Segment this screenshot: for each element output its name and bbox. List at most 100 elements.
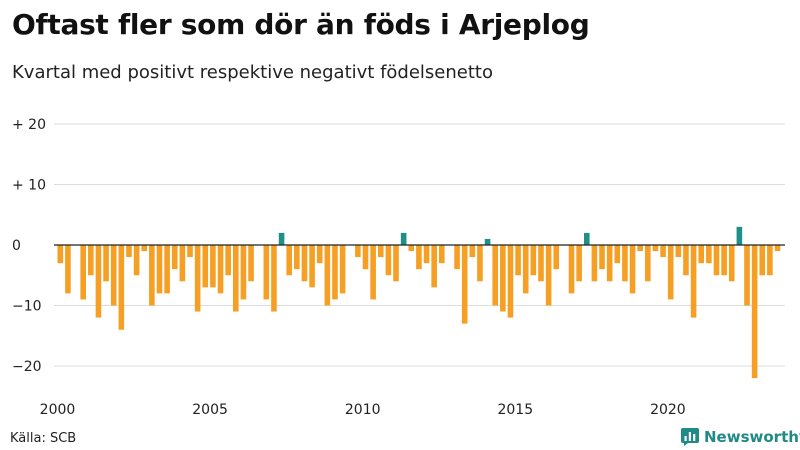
bar-negative xyxy=(629,245,636,294)
bar-negative xyxy=(660,245,666,258)
bar-negative xyxy=(370,245,376,300)
bar-negative xyxy=(393,245,399,282)
bar-negative xyxy=(385,245,392,276)
bars xyxy=(57,226,781,379)
bar-negative xyxy=(324,245,331,306)
bar-negative xyxy=(431,245,437,288)
bar-negative xyxy=(652,245,659,252)
bar-negative xyxy=(606,245,613,282)
bar-negative xyxy=(492,245,499,306)
x-tick-label: 2015 xyxy=(497,402,533,418)
bar-negative xyxy=(423,245,430,264)
bar-negative xyxy=(118,245,125,330)
source-note: Källa: SCB xyxy=(10,431,77,446)
bar-negative xyxy=(309,245,315,288)
bar-negative xyxy=(675,245,682,258)
bar-negative xyxy=(149,245,155,306)
bar-negative xyxy=(301,245,308,282)
y-tick-label: + 20 xyxy=(12,117,46,133)
bar-negative xyxy=(690,245,697,318)
chart-subtitle: Kvartal med positivt respektive negativt… xyxy=(12,62,493,83)
bar-negative xyxy=(202,245,209,288)
bar-negative xyxy=(637,245,643,252)
y-tick-label: −20 xyxy=(12,359,42,375)
y-tick-label: + 10 xyxy=(12,178,46,194)
x-tick-label: 2005 xyxy=(192,402,228,418)
bar-negative xyxy=(171,245,178,270)
bar-negative xyxy=(713,245,720,276)
grid-lines xyxy=(54,123,785,367)
bar-negative xyxy=(141,245,148,252)
bar-negative xyxy=(553,245,560,270)
bar-negative xyxy=(667,245,674,300)
bar-negative xyxy=(232,245,239,312)
bar-positive xyxy=(278,232,285,245)
bar-negative xyxy=(103,245,109,282)
bar-negative xyxy=(507,245,514,318)
bar-negative xyxy=(95,245,102,318)
bar-negative xyxy=(545,245,552,306)
bar-negative xyxy=(217,245,224,294)
bar-negative xyxy=(240,245,247,300)
bar-negative xyxy=(179,245,186,282)
bar-negative xyxy=(454,245,460,270)
bar-negative xyxy=(645,245,651,282)
bar-negative xyxy=(271,245,277,312)
bar-negative xyxy=(110,245,117,306)
bar-negative xyxy=(538,245,544,282)
bar-negative xyxy=(599,245,605,270)
bar-negative xyxy=(416,245,422,270)
bar-negative xyxy=(728,245,735,282)
bar-negative xyxy=(194,245,201,312)
bar-negative xyxy=(591,245,598,282)
bar-negative xyxy=(774,245,781,252)
bar-negative xyxy=(80,245,86,300)
bar-negative xyxy=(164,245,170,294)
bar-negative xyxy=(362,245,369,270)
bar-negative xyxy=(721,245,727,276)
x-tick-label: 2020 xyxy=(650,402,686,418)
bar-positive xyxy=(583,232,590,245)
bar-negative xyxy=(355,245,361,258)
bar-negative xyxy=(522,245,529,294)
bar-negative xyxy=(515,245,521,276)
bar-negative xyxy=(568,245,575,294)
bar-negative xyxy=(698,245,705,264)
bar-negative xyxy=(461,245,468,324)
bar-negative xyxy=(751,245,758,379)
bar-negative xyxy=(576,245,582,282)
bar-negative xyxy=(622,245,628,282)
bar-negative xyxy=(88,245,94,276)
bar-negative xyxy=(187,245,193,258)
bar-negative xyxy=(225,245,231,276)
bar-negative xyxy=(477,245,483,282)
chart-title: Oftast fler som dör än föds i Arjeplog xyxy=(12,8,590,41)
bar-negative xyxy=(408,245,415,252)
bar-negative xyxy=(759,245,766,276)
bar-positive xyxy=(736,226,743,245)
bar-negative xyxy=(500,245,506,312)
bar-negative xyxy=(469,245,476,258)
newsworthy-logo-icon xyxy=(681,428,699,446)
bar-negative xyxy=(126,245,132,258)
bar-negative xyxy=(339,245,346,294)
bar-negative xyxy=(65,245,71,294)
bar-negative xyxy=(332,245,338,300)
bar-negative xyxy=(57,245,64,264)
bar-negative xyxy=(210,245,216,288)
bar-negative xyxy=(248,245,254,282)
x-tick-label: 2010 xyxy=(345,402,381,418)
brand-logo: Newsworthy xyxy=(681,428,800,446)
bar-negative xyxy=(744,245,750,306)
bar-negative xyxy=(294,245,300,270)
bar-positive xyxy=(484,238,491,245)
x-tick-label: 2000 xyxy=(40,402,76,418)
bar-negative xyxy=(377,245,384,258)
bar-negative xyxy=(530,245,537,276)
bar-negative xyxy=(316,245,323,264)
bar-negative xyxy=(683,245,689,276)
bar-positive xyxy=(400,232,407,245)
bar-negative xyxy=(263,245,270,300)
bar-negative xyxy=(439,245,445,264)
